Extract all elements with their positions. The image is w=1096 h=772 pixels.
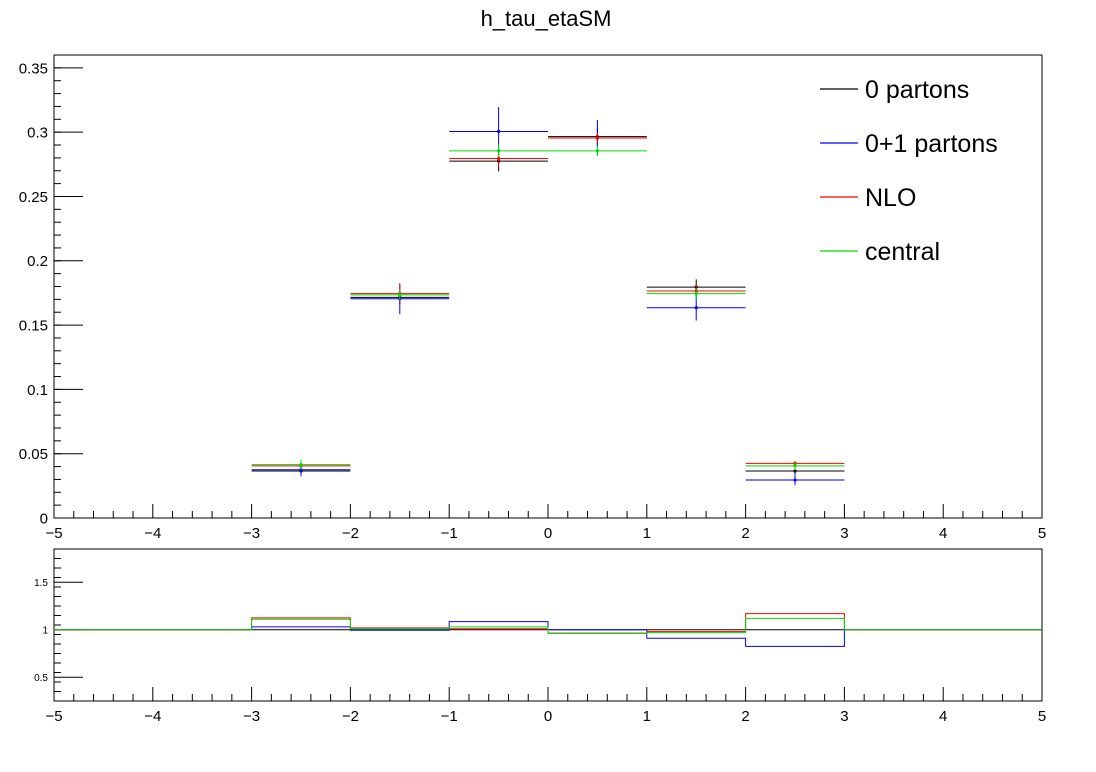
data-point	[497, 149, 501, 153]
data-point	[595, 136, 600, 140]
main-x-tick-label: 2	[741, 525, 749, 542]
data-point	[793, 464, 797, 468]
main-x-tick-label: −3	[243, 525, 260, 542]
ratio-x-tick-label: 4	[939, 708, 947, 725]
series-central	[251, 144, 845, 470]
ratio-y-tick-label: 0.5	[34, 673, 48, 684]
ratio-x-tick-label: 0	[544, 708, 552, 725]
ratio-x-tick-label: 5	[1038, 708, 1046, 725]
main-y-tick-label: 0.1	[27, 382, 48, 399]
data-point	[694, 291, 698, 296]
data-point	[497, 156, 501, 161]
data-point	[694, 306, 698, 310]
main-x-tick-label: −1	[441, 525, 458, 542]
main-x-tick-label: 3	[840, 525, 848, 542]
main-y-tick-label: 0.2	[27, 253, 48, 270]
main-x-tick-label: 4	[939, 525, 947, 542]
ratio-x-tick-label: −3	[243, 708, 260, 725]
main-x-tick-label: −4	[144, 525, 161, 542]
main-x-tick-label: −2	[342, 525, 359, 542]
ratio-series-central	[54, 617, 1042, 635]
ratio-x-tick-label: 3	[840, 708, 848, 725]
data-point	[595, 149, 600, 153]
series-nlo	[251, 132, 845, 469]
ratio-x-tick-label: −1	[441, 708, 458, 725]
data-point	[398, 293, 402, 297]
chart-title: h_tau_etaSM	[481, 6, 612, 31]
main-y-tick-label: 0.35	[19, 60, 48, 77]
data-point	[497, 129, 501, 134]
ratio-x-tick-label: 2	[741, 708, 749, 725]
main-x-tick-label: −5	[45, 525, 62, 542]
series-0-partons	[251, 127, 845, 475]
main-x-tick-label: 5	[1038, 525, 1046, 542]
data-point	[793, 478, 797, 482]
main-x-tick-label: 0	[544, 525, 552, 542]
data-point	[299, 463, 303, 467]
main-x-tick-label: 1	[643, 525, 651, 542]
legend-label: NLO	[865, 184, 916, 212]
legend-label: central	[865, 238, 940, 266]
ratio-x-tick-label: −5	[45, 708, 62, 725]
ratio-x-tick-label: 1	[643, 708, 651, 725]
series-0-1-partons	[251, 107, 845, 486]
legend-label: 0 partons	[865, 76, 969, 104]
main-y-tick-label: 0.3	[27, 125, 48, 142]
main-y-tick-label: 0	[40, 510, 48, 527]
ratio-y-tick-label: 1.5	[34, 578, 48, 589]
data-point	[793, 469, 797, 473]
main-y-tick-label: 0.05	[19, 446, 48, 463]
main-y-tick-label: 0.15	[19, 317, 48, 334]
main-frame	[53, 54, 1043, 519]
main-y-tick-label: 0.25	[19, 189, 48, 206]
ratio-x-tick-label: −4	[144, 708, 161, 725]
legend-label: 0+1 partons	[865, 130, 998, 158]
ratio-y-tick-label: 1	[42, 625, 48, 636]
ratio-x-tick-label: −2	[342, 708, 359, 725]
